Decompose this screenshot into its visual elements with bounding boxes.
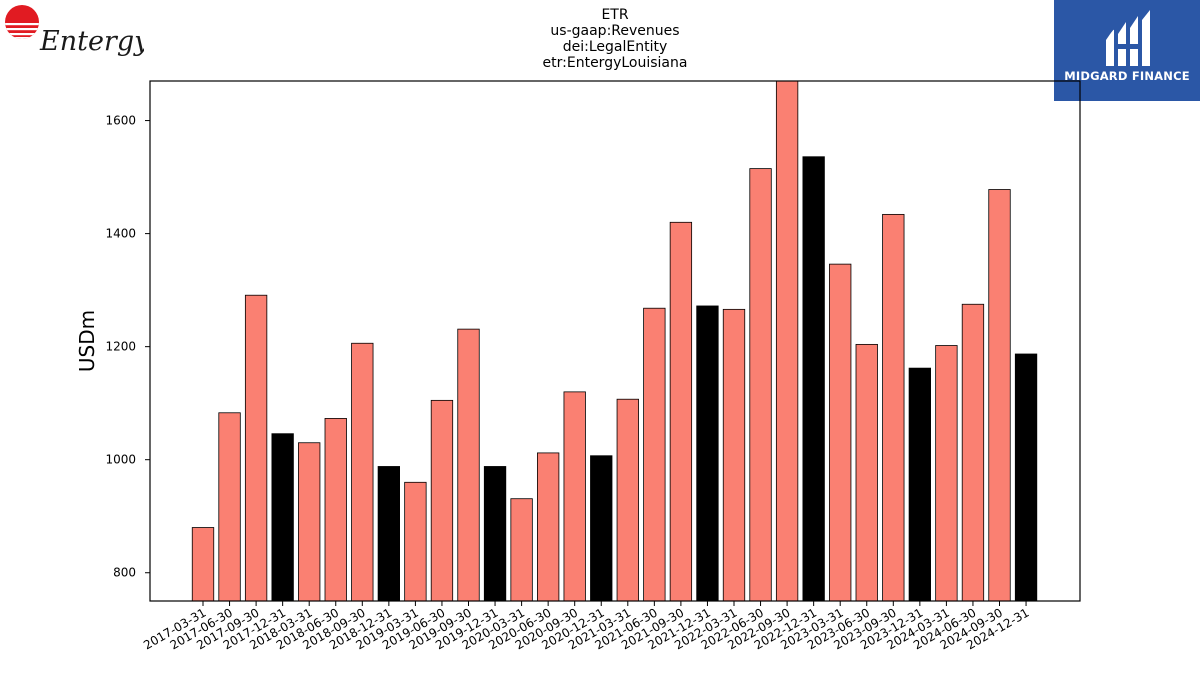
- bar-2019-03-31: [404, 481, 427, 602]
- bar-2024-03-31: [935, 345, 958, 602]
- bar-2023-06-30: [855, 343, 878, 602]
- bar-2017-09-30: [244, 294, 268, 602]
- bars-group: [191, 80, 1038, 602]
- bar-2021-12-31: [696, 305, 719, 602]
- bar-2020-03-31: [510, 498, 533, 602]
- bar-2019-09-30: [457, 328, 480, 602]
- midgard-finance-text: MIDGARD FINANCE: [1064, 69, 1190, 83]
- midgard-finance-logo: MIDGARD FINANCE: [1054, 0, 1200, 101]
- bar-2020-09-30: [563, 391, 586, 602]
- y-tick-label: 1600: [105, 114, 136, 128]
- y-tick-label: 800: [113, 566, 136, 580]
- title-line-2: us-gaap:Revenues: [550, 23, 680, 39]
- entergy-wordmark: Entergy: [39, 26, 144, 57]
- bar-2022-03-31: [722, 308, 746, 602]
- y-tick-label: 1400: [105, 227, 136, 241]
- bar-2022-06-30: [749, 168, 772, 602]
- bar-2019-12-31: [483, 466, 507, 602]
- bar-2024-06-30: [961, 303, 985, 602]
- y-tick-label: 1000: [105, 453, 136, 467]
- bar-2022-09-30: [775, 80, 799, 602]
- bar-2018-06-30: [324, 418, 347, 602]
- bar-2019-06-30: [430, 399, 454, 602]
- entergy-logo: Entergy: [4, 4, 150, 58]
- bar-2018-03-31: [298, 442, 321, 602]
- title-line-1: ETR: [601, 7, 629, 23]
- bar-2023-12-31: [908, 367, 931, 602]
- bar-2017-06-30: [218, 412, 241, 602]
- y-axis-label: USDm: [75, 310, 99, 372]
- bar-2024-12-31: [1014, 353, 1038, 602]
- plot-frame: [149, 80, 1081, 602]
- bar-2020-12-31: [590, 455, 613, 602]
- bar-2017-03-31: [191, 527, 215, 602]
- chart-title: ETR us-gaap:Revenues dei:LegalEntity etr…: [415, 7, 815, 71]
- bar-2018-09-30: [351, 342, 374, 602]
- bar-2020-06-30: [537, 452, 560, 602]
- bar-2018-12-31: [377, 466, 401, 602]
- x-axis: 2017-03-312017-06-302017-09-302017-12-31…: [141, 601, 1032, 652]
- bar-2024-09-30: [988, 189, 1011, 602]
- title-line-4: etr:EntergyLouisiana: [542, 55, 688, 71]
- bar-2023-03-31: [829, 263, 852, 602]
- y-tick-label: 1200: [105, 340, 136, 354]
- bar-2021-09-30: [669, 221, 693, 602]
- bar-2017-12-31: [271, 433, 294, 602]
- bar-2021-03-31: [616, 398, 639, 602]
- bar-2022-12-31: [802, 156, 825, 602]
- title-line-3: dei:LegalEntity: [562, 39, 668, 55]
- bar-2021-06-30: [643, 307, 666, 602]
- y-axis: 800 1000 1200 1400 1600: [105, 114, 150, 580]
- bar-2023-09-30: [882, 213, 905, 602]
